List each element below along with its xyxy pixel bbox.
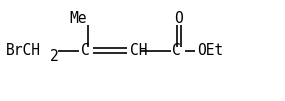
Text: OEt: OEt bbox=[197, 43, 223, 58]
Text: BrCH: BrCH bbox=[6, 43, 41, 58]
Text: Me: Me bbox=[70, 11, 87, 26]
Text: 2: 2 bbox=[50, 49, 59, 64]
Text: CH: CH bbox=[130, 43, 147, 58]
Text: C: C bbox=[172, 43, 181, 58]
Text: O: O bbox=[174, 11, 183, 26]
Text: C: C bbox=[81, 43, 90, 58]
